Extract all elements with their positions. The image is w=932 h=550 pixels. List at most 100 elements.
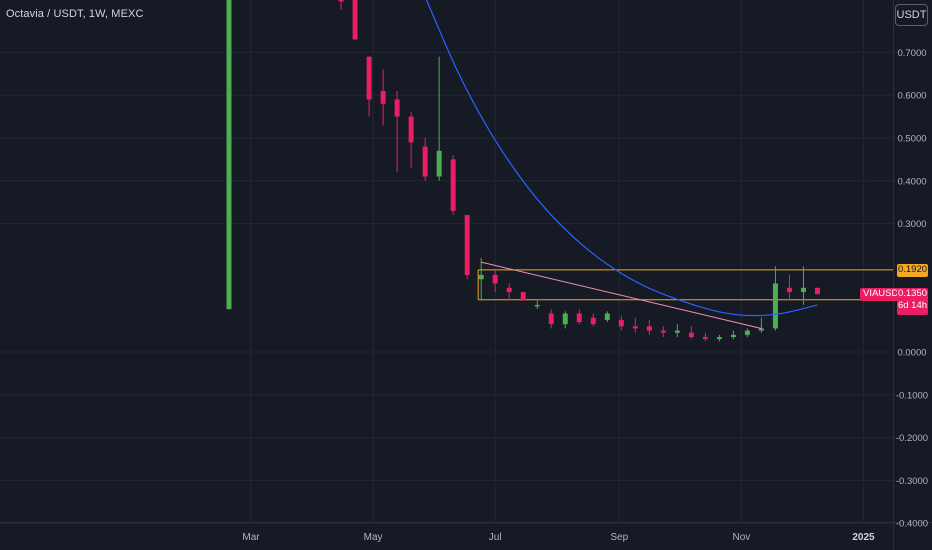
candle-body xyxy=(366,56,372,100)
candle xyxy=(702,332,708,342)
candle-body xyxy=(520,292,526,301)
candle-body xyxy=(492,274,498,284)
candle xyxy=(646,319,652,335)
moving-average-line xyxy=(425,0,818,317)
candle xyxy=(618,315,624,331)
candle xyxy=(814,287,820,295)
candle-body xyxy=(772,283,778,329)
candle xyxy=(674,324,680,338)
candle xyxy=(226,0,232,310)
time-tick-label: May xyxy=(364,532,383,543)
candle xyxy=(548,309,554,329)
candle-body xyxy=(450,159,456,211)
candle xyxy=(380,69,386,126)
candle xyxy=(786,274,792,301)
price-tick-label: 0.5000 xyxy=(897,134,926,145)
candles xyxy=(226,0,820,342)
candle-body xyxy=(786,287,792,293)
candle-body xyxy=(646,326,652,331)
candle-body xyxy=(604,313,610,320)
chart-title: Octavia / USDT, 1W, MEXC xyxy=(6,8,144,20)
horizontal-levels xyxy=(477,269,893,301)
candle-body xyxy=(338,0,344,2)
candle-body xyxy=(632,326,638,329)
candle xyxy=(422,138,428,181)
candle xyxy=(492,270,498,293)
currency-button[interactable]: USDT xyxy=(895,4,928,26)
candle-body xyxy=(674,330,680,333)
candle-body xyxy=(744,330,750,335)
price-tick-label: -0.2000 xyxy=(896,433,928,444)
candle xyxy=(506,283,512,301)
candle xyxy=(534,300,540,310)
candle xyxy=(352,0,358,40)
candle-body xyxy=(702,337,708,340)
candle-body xyxy=(562,313,568,325)
time-tick-label: 2025 xyxy=(852,532,875,543)
candle-body xyxy=(436,150,442,177)
price-tick-label: 0.4000 xyxy=(897,176,926,187)
candle-body xyxy=(422,146,428,177)
last-price-tag: 0.1350 6d 14h xyxy=(897,288,928,315)
candle-body xyxy=(618,319,624,327)
price-tick-label: 0.7000 xyxy=(897,48,926,59)
price-tick-label: 0.0000 xyxy=(897,348,926,359)
candle-body xyxy=(576,313,582,323)
candle xyxy=(478,257,484,301)
candle-body xyxy=(506,287,512,293)
candle xyxy=(464,215,470,280)
price-tick-label: 0.6000 xyxy=(897,91,926,102)
indicator-overlays xyxy=(425,0,818,329)
candle xyxy=(744,328,750,338)
time-tick-label: Mar xyxy=(242,532,260,543)
candle xyxy=(632,317,638,333)
time-axis[interactable]: MarMayJulSepNov2025MarMayJulSepNov xyxy=(242,532,932,543)
candle xyxy=(730,330,736,340)
candle-body xyxy=(478,274,484,280)
candle-body xyxy=(226,0,232,310)
last-price-value: 0.1350 xyxy=(897,288,928,299)
bar-countdown: 6d 14h xyxy=(897,300,928,311)
candle xyxy=(366,56,372,117)
candle-body xyxy=(534,304,540,307)
candle xyxy=(338,0,344,10)
price-tick-label: -0.3000 xyxy=(896,476,928,487)
price-tick-label: 0.3000 xyxy=(897,219,926,230)
candle xyxy=(758,317,764,333)
level-price-tag: 0.1920 xyxy=(897,264,928,277)
candle-body xyxy=(688,332,694,338)
time-tick-label: Sep xyxy=(610,532,628,543)
candle-body xyxy=(380,90,386,104)
candle-body xyxy=(464,215,470,275)
candle xyxy=(800,266,806,305)
price-axis[interactable]: 0.7000 0.6000 0.5000 0.4000 0.3000 0.0000 -0.1… xyxy=(896,48,928,530)
candle-body xyxy=(548,313,554,325)
candle-body xyxy=(730,334,736,338)
candle xyxy=(520,292,526,301)
trend-line xyxy=(481,261,762,329)
candle xyxy=(604,311,610,323)
candle-body xyxy=(758,328,764,331)
candle-body xyxy=(394,99,400,117)
candle xyxy=(576,309,582,325)
candle-body xyxy=(590,317,596,325)
candle xyxy=(408,112,414,168)
candle-body xyxy=(352,0,358,40)
time-tick-label: Nov xyxy=(733,532,751,543)
candle-body xyxy=(408,116,414,143)
candle xyxy=(772,266,778,331)
candle-body xyxy=(716,337,722,340)
price-tick-label: -0.4000 xyxy=(896,519,928,530)
candle xyxy=(394,90,400,173)
candle xyxy=(716,334,722,342)
candle-body xyxy=(800,287,806,293)
candle xyxy=(660,326,666,338)
symbol-tag: VIAUSDT xyxy=(860,288,908,301)
candle xyxy=(590,313,596,327)
time-tick-label: Jul xyxy=(489,532,502,543)
candle xyxy=(436,56,442,181)
candle xyxy=(562,311,568,329)
candle xyxy=(688,326,694,340)
